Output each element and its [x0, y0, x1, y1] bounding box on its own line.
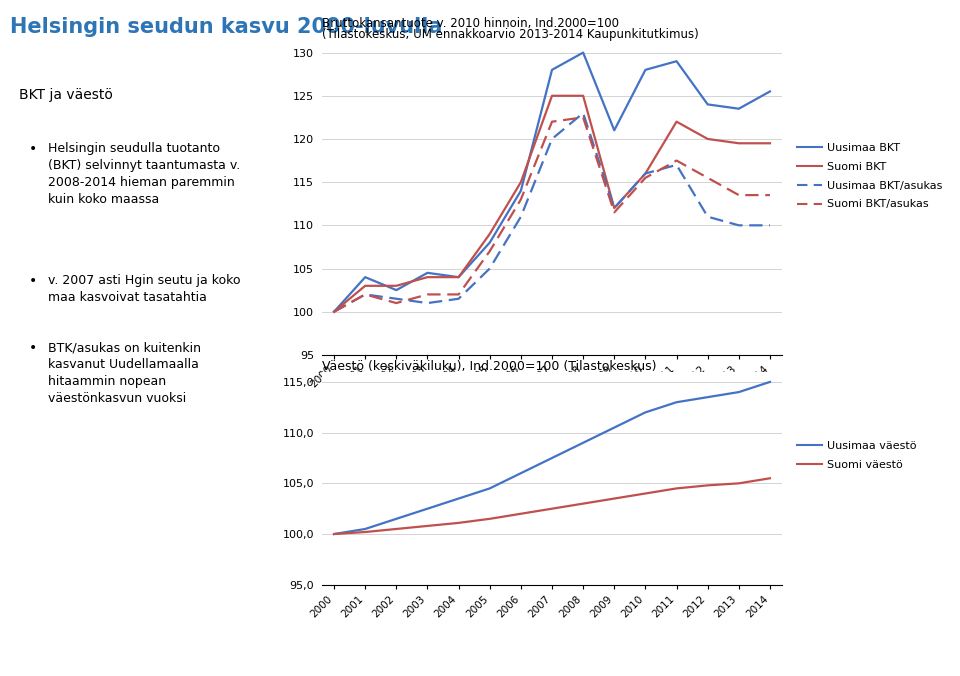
Text: •: • — [29, 341, 37, 356]
Text: BTK/asukas on kuitenkin
kasvanut Uudellamaalla
hitaammin nopean
väestönkasvun vu: BTK/asukas on kuitenkin kasvanut Uudella… — [48, 341, 201, 406]
Polygon shape — [24, 629, 86, 646]
Text: BKT ja väestö: BKT ja väestö — [19, 88, 113, 102]
Text: Helsingin seudulla tuotanto
(BKT) selvinnyt taantumasta v.
2008-2014 hieman pare: Helsingin seudulla tuotanto (BKT) selvin… — [48, 142, 240, 206]
Text: •: • — [29, 142, 37, 156]
Text: Helsingin seudun kasvu 2000-luvulla: Helsingin seudun kasvu 2000-luvulla — [10, 17, 442, 37]
Text: Kaupunkitutkimus TA Oy: Kaupunkitutkimus TA Oy — [806, 623, 944, 632]
Legend: Uusimaa BKT, Suomi BKT, Uusimaa BKT/asukas, Suomi BKT/asukas: Uusimaa BKT, Suomi BKT, Uusimaa BKT/asuk… — [797, 143, 943, 210]
Text: Väestö (keskiväkiluku), Ind.2000=100 (Tilastokeskus): Väestö (keskiväkiluku), Ind.2000=100 (Ti… — [322, 360, 656, 372]
Text: 00270 Helsinki: 00270 Helsinki — [806, 663, 889, 673]
Text: Paciuksenkatu 19: Paciuksenkatu 19 — [806, 643, 904, 652]
Text: (Tilastokeskus; UM ennakkoarvio 2013-2014 Kaupunkitutkimus): (Tilastokeskus; UM ennakkoarvio 2013-201… — [322, 28, 698, 41]
Text: •: • — [29, 274, 37, 288]
Text: v. 2007 asti Hgin seutu ja koko
maa kasvoivat tasatahtia: v. 2007 asti Hgin seutu ja koko maa kasv… — [48, 274, 241, 304]
Text: Bruttokansantuote v. 2010 hinnoin, Ind.2000=100: Bruttokansantuote v. 2010 hinnoin, Ind.2… — [322, 17, 618, 30]
Legend: Uusimaa väestö, Suomi väestö: Uusimaa väestö, Suomi väestö — [797, 441, 917, 470]
